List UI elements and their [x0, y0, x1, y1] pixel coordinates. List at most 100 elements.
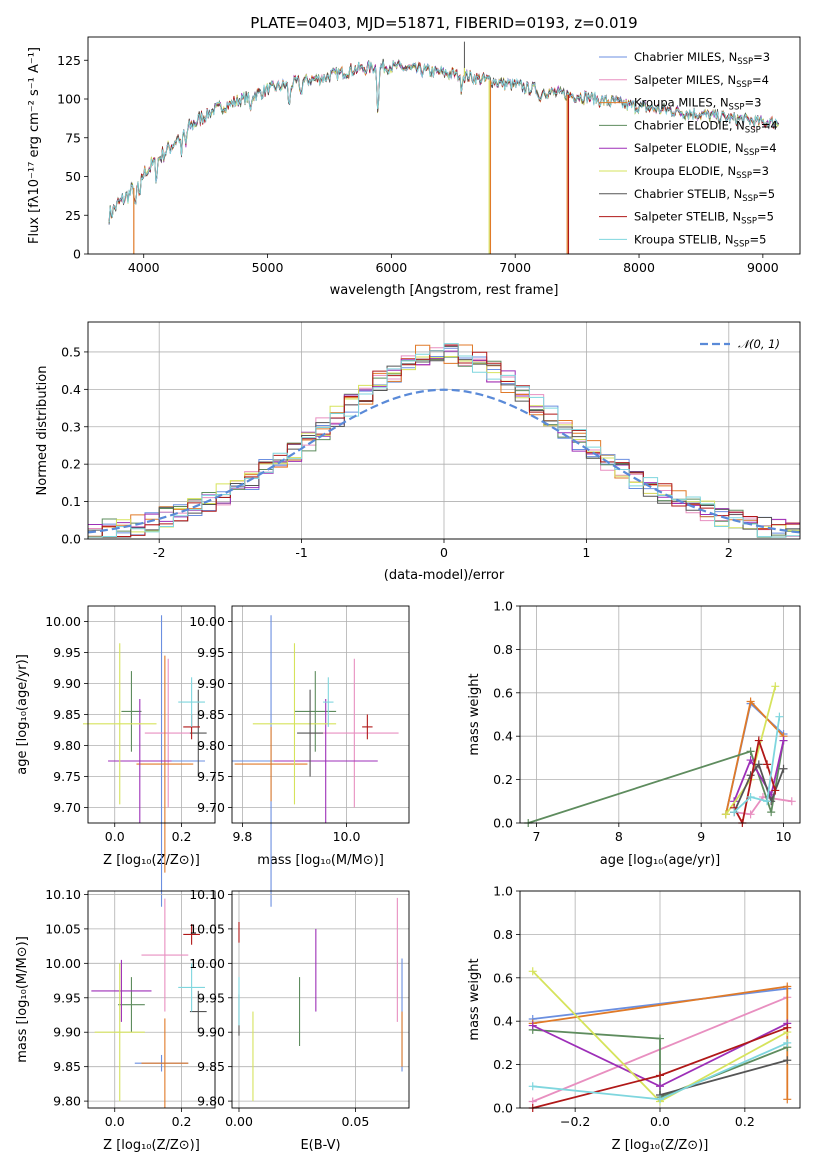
y-tick-label: 0.0 [493, 1101, 513, 1116]
legend-name: Kroupa ELODIE, N [634, 164, 736, 178]
y-tick-label: 0.2 [493, 772, 513, 787]
weight-marker [656, 1082, 664, 1091]
y-tick-label: 0.0 [61, 532, 81, 547]
x-tick-label: -2 [153, 545, 165, 560]
y-tick-label: 9.90 [53, 1025, 81, 1040]
axes-frame [231, 605, 410, 824]
legend-label: Salpeter ELODIE, NSSP=4 [634, 141, 777, 158]
y-tick-label: 0.4 [493, 729, 513, 744]
y-tick-label: 1.0 [493, 599, 513, 614]
legend-subscript: SSP [736, 171, 752, 181]
normal-curve [87, 388, 801, 534]
y-tick-label: 100 [57, 92, 81, 107]
y-tick-label: 0.8 [493, 927, 513, 942]
legend-subscript: SSP [744, 148, 760, 158]
y-tick-label: 0.3 [61, 419, 81, 434]
legend-label: Chabrier MILES, NSSP=3 [634, 50, 770, 67]
weight-marker [775, 712, 784, 721]
residual-histogram-panel: -2 -1 0 1 2 0.0 0.1 0.2 0.3 0.4 0.5 (data-model)/er… [35, 321, 801, 583]
y-tick-label: 9.85 [197, 1059, 225, 1074]
axes-frame [87, 605, 216, 824]
x-tick-label: 6000 [375, 260, 407, 275]
weight-marker [783, 1023, 792, 1032]
legend-subscript: SSP [729, 103, 745, 113]
x-tick-label: 2 [725, 545, 733, 560]
legend-nssp: =3 [752, 164, 769, 178]
legend-nssp: =4 [752, 73, 769, 87]
y-tick-label: 0 [73, 247, 81, 262]
y-tick-label: 0.2 [61, 457, 81, 472]
weight-line [532, 1029, 788, 1099]
legend-label: Kroupa STELIB, NSSP=5 [634, 232, 766, 249]
weight-marker [656, 1095, 664, 1104]
x-tick-label: 8000 [623, 260, 655, 275]
x-tick-label: 8 [615, 829, 623, 844]
y-tick-label: 10.10 [189, 887, 225, 902]
x-tick-label: 7000 [499, 260, 531, 275]
y-tick-label: 75 [65, 130, 81, 145]
chart-title: PLATE=0403, MJD=51871, FIBERID=0193, z=0… [250, 14, 637, 32]
y-tick-label: 9.95 [53, 990, 81, 1005]
weight-marker [763, 760, 772, 769]
legend-label: Kroupa ELODIE, NSSP=3 [634, 164, 769, 181]
y-tick-label: 0.4 [493, 1014, 513, 1029]
x-tick-label: 1 [582, 545, 590, 560]
y-tick-label: 9.95 [197, 990, 225, 1005]
y-tick-label: 9.70 [197, 800, 225, 815]
x-tick-label: 0.0 [105, 1114, 125, 1129]
weight-marker [783, 1038, 792, 1047]
legend-subscript: SSP [741, 217, 757, 227]
y-tick-label: 10.05 [45, 921, 81, 936]
legend-subscript: SSP [736, 80, 752, 90]
y-tick-label: 9.85 [197, 707, 225, 722]
y-tick-label: 0.6 [493, 685, 513, 700]
axes-frame [231, 890, 410, 1109]
y-tick-label: 0.4 [61, 382, 81, 397]
y-tick-label: 9.85 [53, 1059, 81, 1074]
y-tick-label: 9.85 [53, 707, 81, 722]
y-tick-label: 9.75 [53, 769, 81, 784]
y-tick-label: 9.80 [197, 738, 225, 753]
axes-frame [519, 890, 801, 1109]
y-tick-label: 25 [65, 208, 81, 223]
legend-label: Salpeter STELIB, NSSP=5 [634, 210, 774, 227]
weight-marker [746, 697, 755, 706]
y-tick-label: 9.75 [197, 769, 225, 784]
legend-name: Chabrier ELODIE, N [634, 118, 745, 132]
mass-vs-ebv-panel: 0.00 0.05 9.80 9.85 9.90 9.95 10.00 10.05 10.10 E… [189, 887, 410, 1153]
weight-marker [656, 1071, 664, 1080]
legend-name: Salpeter STELIB, N [634, 210, 741, 224]
y-tick-label: 9.80 [53, 1094, 81, 1109]
axes-frame [87, 321, 801, 540]
legend-label: Salpeter MILES, NSSP=4 [634, 73, 769, 90]
y-tick-label: 10.00 [189, 956, 225, 971]
age-vs-metallicity-panel: 0.0 0.2 9.70 9.75 9.80 9.85 9.90 9.95 10.00 Z [lo… [15, 605, 216, 907]
legend-name: Chabrier MILES, N [634, 50, 737, 64]
weight-marker [746, 747, 755, 756]
y-tick-label: 9.80 [53, 738, 81, 753]
weight-marker [787, 797, 796, 806]
mass-vs-metallicity-panel: 0.0 0.2 9.80 9.85 9.90 9.95 10.00 10.05 10.10 Z [… [15, 887, 216, 1153]
y-tick-label: 10.00 [189, 614, 225, 629]
x-tick-label: 10.0 [333, 829, 361, 844]
x-tick-label: 0.05 [342, 1114, 370, 1129]
legend-label: Chabrier STELIB, NSSP=5 [634, 187, 775, 204]
age-vs-mass-panel: 9.8 10.0 9.70 9.75 9.80 9.85 9.90 9.95 10.00 mass… [189, 605, 410, 907]
weight-marker [783, 982, 792, 991]
weight-line [733, 716, 781, 813]
weight-marker [656, 1034, 664, 1043]
weight-marker [721, 810, 730, 819]
legend-subscript: SSP [737, 57, 753, 67]
y-tick-label: 10.05 [189, 921, 225, 936]
x-tick-label: 5000 [252, 260, 284, 275]
x-axis-label: Z [log₁₀(Z/Z⊙)] [612, 1138, 709, 1153]
x-tick-label: 0 [440, 545, 448, 560]
weight-marker [771, 682, 780, 691]
y-axis-label: Flux [fλ10⁻¹⁷ erg cm⁻² s⁻¹ A⁻¹] [27, 47, 42, 244]
legend-nssp: =5 [758, 187, 775, 201]
x-tick-label: 0.2 [172, 1114, 192, 1129]
legend-subscript: SSP [745, 125, 761, 135]
weight-marker [767, 808, 776, 817]
y-tick-label: 0.1 [61, 494, 81, 509]
